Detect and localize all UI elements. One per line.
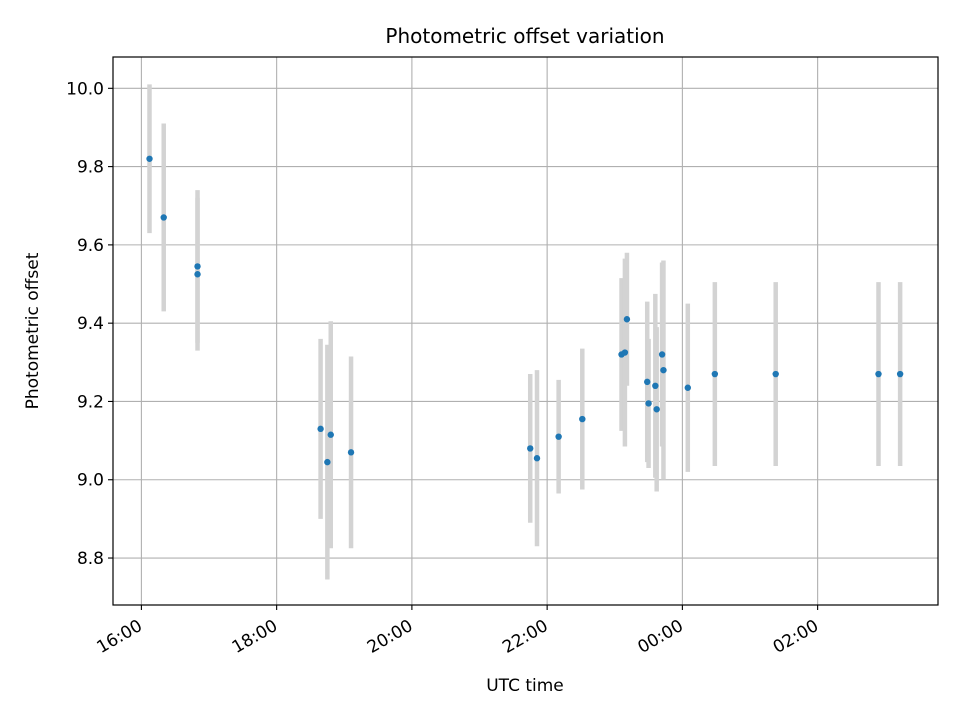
data-point — [324, 458, 331, 466]
data-point — [684, 384, 691, 391]
data-point — [194, 271, 201, 278]
data-point — [621, 349, 629, 356]
y-axis-ticks: 8.8 9.0 9.2 9.4 9.6 9.8 10.0 — [66, 79, 113, 569]
data-point — [644, 378, 651, 386]
y-tick-label: 10.0 — [66, 79, 104, 99]
data-point — [896, 370, 904, 378]
data-point — [327, 431, 334, 438]
data-point — [772, 370, 779, 378]
data-point — [652, 382, 659, 389]
data-point — [194, 263, 201, 270]
y-tick-label: 8.8 — [77, 549, 104, 569]
data-point — [653, 406, 660, 413]
plot-frame — [112, 56, 939, 606]
data-point — [623, 316, 631, 323]
data-point — [555, 433, 562, 440]
data-points — [146, 155, 904, 466]
data-point — [875, 370, 882, 378]
y-axis-label: Photometric offset — [23, 252, 43, 409]
data-point — [660, 366, 667, 374]
y-tick-label: 9.8 — [77, 158, 104, 178]
data-point — [160, 214, 167, 221]
data-point — [645, 400, 652, 407]
y-tick-label: 9.4 — [77, 314, 104, 334]
y-tick-label: 9.6 — [77, 236, 104, 256]
data-point — [317, 425, 324, 433]
x-axis-label: UTC time — [486, 676, 564, 696]
data-point — [579, 415, 586, 423]
data-point — [711, 370, 719, 378]
data-point — [658, 351, 666, 358]
data-point — [533, 455, 541, 462]
data-point — [347, 449, 355, 456]
grid — [113, 57, 938, 605]
y-tick-label: 9.2 — [77, 392, 104, 412]
y-tick-label: 9.0 — [77, 471, 104, 491]
data-point — [527, 445, 534, 452]
data-point — [146, 155, 153, 162]
chart-title: Photometric offset variation — [385, 24, 664, 48]
